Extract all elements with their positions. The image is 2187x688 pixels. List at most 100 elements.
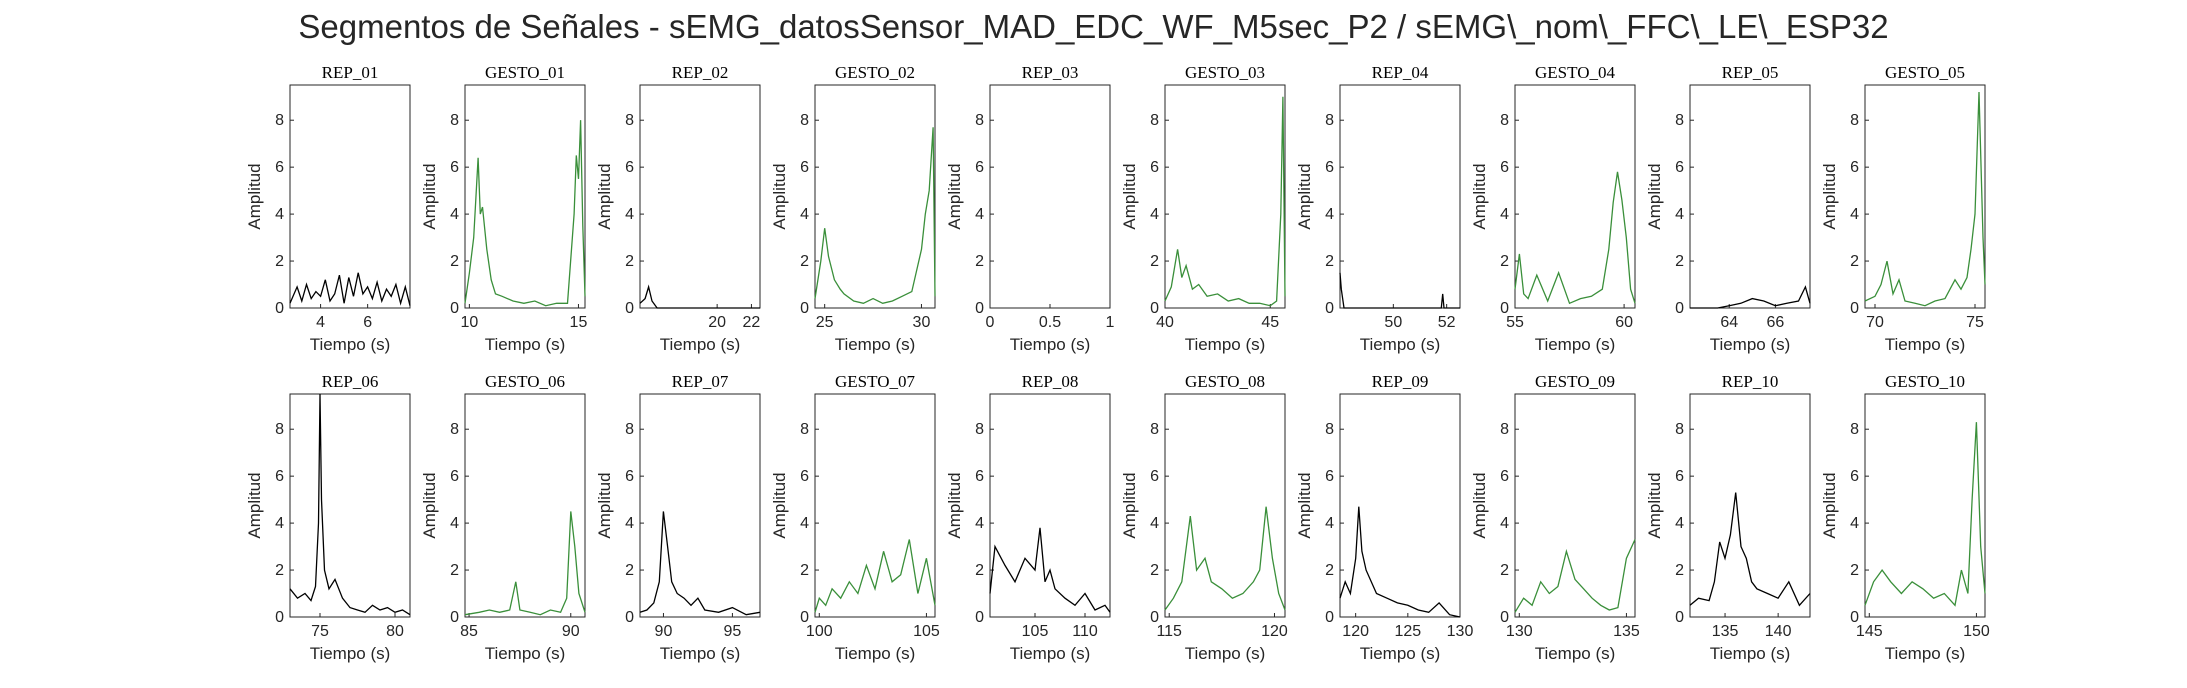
y-tick-label: 0: [1325, 300, 1334, 317]
y-tick-label: 2: [1150, 253, 1159, 270]
y-tick-label: 4: [1325, 206, 1334, 223]
x-axis-label: Tiempo (s): [310, 335, 391, 354]
y-tick-label: 6: [1675, 159, 1684, 176]
axes-box: [1514, 84, 1636, 309]
series-line: [464, 511, 586, 616]
axes-box: [1164, 84, 1286, 309]
series-line: [1514, 539, 1636, 613]
subplot-gesto-03: GESTO_03 0 2 4 6 8 40 45 Tiempo (s) Amplitud: [1120, 63, 1286, 354]
y-axis-label: Amplitud: [1820, 163, 1839, 229]
y-tick-label: 0: [1850, 609, 1859, 626]
x-tick-label: 105: [913, 623, 940, 640]
axes-box: [1339, 393, 1461, 618]
x-axis-label: Tiempo (s): [485, 644, 566, 663]
y-tick-label: 6: [800, 468, 809, 485]
x-tick-label: 20: [708, 314, 726, 331]
y-tick-label: 8: [450, 421, 459, 438]
subplot-gesto-07: GESTO_07 0 2 4 6 8 100 105 Tiempo (s) Amplitud: [770, 372, 940, 663]
x-tick-label: 4: [316, 314, 325, 331]
x-tick-label: 40: [1156, 314, 1174, 331]
x-tick-label: 25: [816, 314, 834, 331]
axes-box: [814, 84, 936, 309]
y-tick-label: 8: [275, 421, 284, 438]
x-tick-label: 110: [1072, 623, 1098, 640]
x-axis-label: Tiempo (s): [660, 644, 741, 663]
series-line: [464, 120, 586, 307]
y-tick-label: 6: [800, 159, 809, 176]
axes-box: [464, 84, 586, 309]
y-tick-label: 8: [625, 112, 634, 129]
y-tick-label: 2: [1325, 253, 1334, 270]
y-tick-label: 4: [975, 515, 984, 532]
subplot-title: GESTO_07: [835, 372, 915, 391]
y-tick-label: 0: [800, 300, 809, 317]
axes-box: [1864, 393, 1986, 618]
subplot-rep-06: REP_06 0 2 4 6 8 75 80 Tiempo (s) Amplitud: [245, 372, 411, 663]
x-axis-label: Tiempo (s): [485, 335, 566, 354]
x-tick-label: 135: [1613, 623, 1640, 640]
y-tick-label: 8: [1500, 421, 1509, 438]
y-axis-label: Amplitud: [595, 472, 614, 538]
x-tick-label: 66: [1766, 314, 1784, 331]
y-tick-label: 8: [800, 421, 809, 438]
y-tick-label: 2: [975, 253, 984, 270]
x-tick-label: 125: [1394, 623, 1421, 640]
x-tick-label: 64: [1720, 314, 1738, 331]
y-tick-label: 0: [1675, 609, 1684, 626]
subplot-gesto-08: GESTO_08 0 2 4 6 8 115 120 Tiempo (s) Amplitud: [1120, 372, 1288, 663]
y-tick-label: 8: [1850, 421, 1859, 438]
x-axis-label: Tiempo (s): [1360, 335, 1441, 354]
subplot-title: GESTO_08: [1185, 372, 1265, 391]
x-axis-label: Tiempo (s): [1010, 644, 1091, 663]
y-tick-label: 4: [450, 515, 459, 532]
x-tick-label: 0: [986, 314, 995, 331]
y-tick-label: 6: [275, 159, 284, 176]
y-axis-label: Amplitud: [245, 472, 264, 538]
y-tick-label: 4: [800, 515, 809, 532]
y-tick-label: 0: [1150, 300, 1159, 317]
y-tick-label: 8: [1325, 421, 1334, 438]
x-tick-label: 90: [655, 623, 673, 640]
y-tick-label: 0: [975, 609, 984, 626]
y-tick-label: 8: [975, 112, 984, 129]
x-tick-label: 120: [1342, 623, 1369, 640]
axes-box: [1339, 84, 1461, 309]
subplot-title: REP_06: [322, 372, 379, 391]
y-axis-label: Amplitud: [1645, 472, 1664, 538]
y-axis-label: Amplitud: [770, 472, 789, 538]
x-axis-label: Tiempo (s): [1360, 644, 1441, 663]
y-tick-label: 8: [275, 112, 284, 129]
x-axis-label: Tiempo (s): [1885, 335, 1966, 354]
subplot-title: GESTO_05: [1885, 63, 1965, 82]
y-axis-label: Amplitud: [945, 163, 964, 229]
x-tick-label: 115: [1156, 623, 1182, 640]
x-tick-label: 150: [1963, 623, 1990, 640]
series-line: [639, 284, 760, 309]
y-tick-label: 6: [1150, 468, 1159, 485]
y-tick-label: 4: [975, 206, 984, 223]
y-tick-label: 4: [625, 515, 634, 532]
y-tick-label: 2: [1675, 562, 1684, 579]
subplot-title: REP_10: [1722, 372, 1779, 391]
series-line: [989, 527, 1111, 613]
y-tick-label: 2: [275, 253, 284, 270]
subplot-gesto-04: GESTO_04 0 2 4 6 8 55 60 Tiempo (s) Amplitud: [1470, 63, 1636, 354]
y-tick-label: 4: [1500, 206, 1509, 223]
y-tick-label: 6: [1850, 159, 1859, 176]
axes-box: [1164, 393, 1286, 618]
y-tick-label: 8: [975, 421, 984, 438]
x-tick-label: 120: [1261, 623, 1288, 640]
y-tick-label: 8: [1500, 112, 1509, 129]
axes-box: [1689, 84, 1811, 309]
x-tick-label: 140: [1765, 623, 1792, 640]
y-axis-label: Amplitud: [1470, 472, 1489, 538]
y-tick-label: 8: [1675, 112, 1684, 129]
axes-box: [639, 393, 761, 618]
y-tick-label: 4: [1675, 515, 1684, 532]
x-axis-label: Tiempo (s): [1710, 335, 1791, 354]
subplot-title: REP_08: [1022, 372, 1079, 391]
x-tick-label: 95: [724, 623, 742, 640]
